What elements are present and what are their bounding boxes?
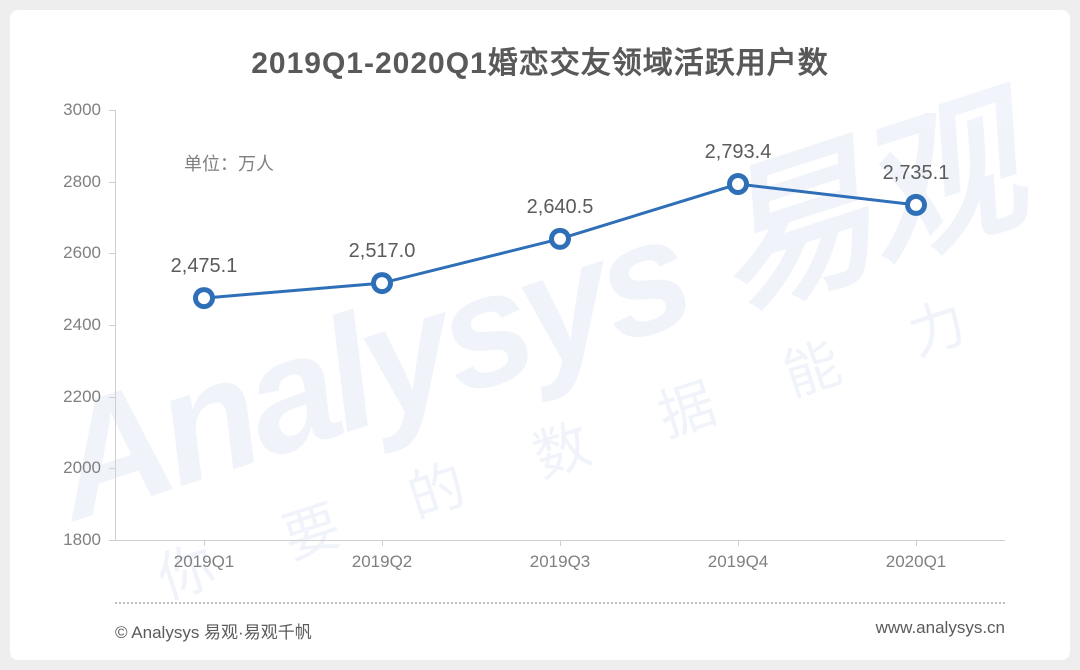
unit-label: 单位：万人 [184, 150, 274, 176]
data-label: 2,793.4 [705, 141, 772, 164]
y-tick-mark [109, 540, 115, 541]
x-tick-mark [738, 540, 739, 546]
y-tick-mark [109, 397, 115, 398]
y-tick-mark [109, 182, 115, 183]
x-tick-mark [382, 540, 383, 546]
y-tick-label: 3000 [63, 100, 101, 120]
y-tick-label: 1800 [63, 530, 101, 550]
data-point [727, 173, 749, 195]
y-tick-label: 2400 [63, 315, 101, 335]
y-tick-mark [109, 253, 115, 254]
data-point [905, 194, 927, 216]
chart-title: 2019Q1-2020Q1婚恋交友领域活跃用户数 [10, 10, 1070, 82]
data-point [371, 272, 393, 294]
source-url: www.analysys.cn [876, 618, 1005, 643]
footer: © Analysys 易观·易观千帆 www.analysys.cn [115, 618, 1005, 643]
data-label: 2,517.0 [349, 240, 416, 263]
x-tick-mark [204, 540, 205, 546]
plot-area: 18002000220024002600280030002019Q12019Q2… [115, 110, 1005, 540]
y-tick-label: 2600 [63, 243, 101, 263]
data-label: 2,640.5 [527, 196, 594, 219]
chart-card: Analysys 易观 你 要 的 数 据 能 力 2019Q1-2020Q1婚… [10, 10, 1070, 660]
y-axis-line [115, 110, 116, 540]
x-tick-label: 2019Q3 [530, 552, 591, 572]
y-tick-label: 2000 [63, 458, 101, 478]
x-tick-label: 2019Q2 [352, 552, 413, 572]
data-label: 2,475.1 [171, 255, 238, 278]
x-tick-mark [916, 540, 917, 546]
x-tick-label: 2019Q4 [708, 552, 769, 572]
y-tick-mark [109, 110, 115, 111]
x-tick-label: 2019Q1 [174, 552, 235, 572]
y-tick-mark [109, 468, 115, 469]
x-tick-label: 2020Q1 [886, 552, 947, 572]
footer-separator [115, 602, 1005, 604]
x-tick-mark [560, 540, 561, 546]
data-point [193, 287, 215, 309]
y-tick-label: 2200 [63, 387, 101, 407]
data-label: 2,735.1 [883, 162, 950, 185]
y-tick-mark [109, 325, 115, 326]
data-point [549, 228, 571, 250]
copyright-text: © Analysys 易观·易观千帆 [115, 618, 312, 643]
y-tick-label: 2800 [63, 172, 101, 192]
